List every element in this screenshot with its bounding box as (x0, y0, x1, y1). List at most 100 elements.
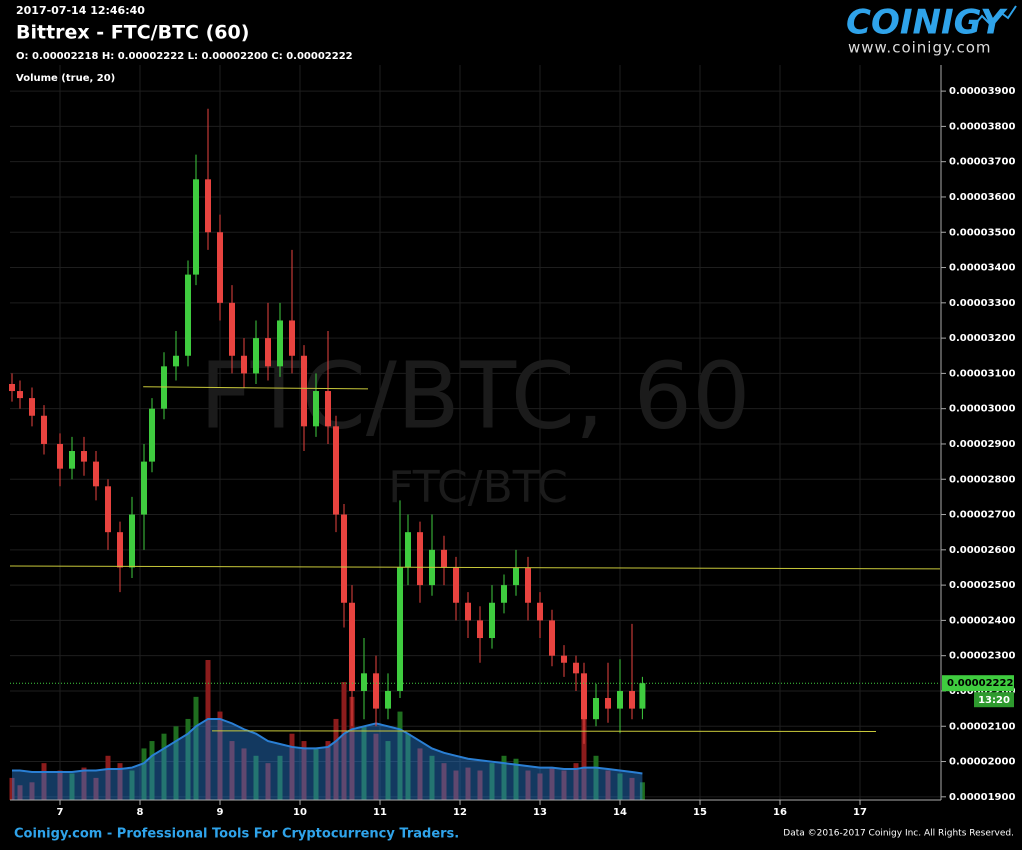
y-tick-label: 0.00003700 (949, 157, 1015, 168)
candle-body (349, 602, 355, 691)
candle-body (301, 355, 307, 427)
candle-body (573, 662, 579, 674)
candle-body (241, 355, 247, 374)
countdown: 13:20 (978, 695, 1010, 706)
volume-bar (629, 777, 635, 800)
y-tick-label: 0.00002300 (949, 651, 1015, 662)
candle-body (453, 567, 459, 603)
volume-bar (253, 755, 259, 800)
watermark-sub: FTC/BTC (388, 462, 568, 513)
candle-body (405, 532, 411, 568)
volume-bar (441, 763, 447, 800)
candle-body (593, 698, 599, 720)
candle-body (277, 320, 283, 367)
volume-bar (341, 682, 347, 800)
candle-body (253, 338, 259, 374)
volume-bar (229, 741, 235, 800)
y-tick-label: 0.00002900 (949, 439, 1015, 450)
volume-bar (325, 741, 331, 800)
volume-bar (373, 733, 379, 800)
candle-body (561, 655, 567, 663)
y-tick-label: 0.00003100 (949, 368, 1015, 379)
x-tick-label: 17 (853, 807, 867, 818)
volume-bar (561, 770, 567, 800)
candle-body (501, 585, 507, 603)
x-tick-label: 11 (373, 807, 387, 818)
volume-bar (605, 770, 611, 800)
candle-body (605, 698, 611, 709)
volume-bar (349, 696, 355, 800)
volume-bar (149, 741, 155, 800)
y-tick-label: 0.00002800 (949, 474, 1015, 485)
y-tick-label: 0.00002500 (949, 580, 1015, 591)
volume-bar (617, 773, 623, 800)
volume-bar (429, 755, 435, 800)
trend-line (143, 386, 369, 390)
volume-bar (301, 741, 307, 800)
y-tick-label: 0.00002000 (949, 757, 1015, 768)
candle-body (9, 383, 15, 392)
candle-body (313, 391, 319, 427)
y-tick-label: 0.00003600 (949, 192, 1015, 203)
volume-bar (29, 782, 35, 800)
trend-line (211, 730, 877, 733)
volume-bar (69, 773, 75, 800)
candle-body (489, 602, 495, 639)
candle-body (465, 602, 471, 621)
volume-bar (639, 782, 645, 800)
volume-bar (593, 755, 599, 800)
volume-bar (361, 726, 367, 800)
x-tick-label: 13 (533, 807, 547, 818)
trend-line (9, 565, 941, 570)
volume-bar (93, 777, 99, 800)
volume-bar (265, 763, 271, 800)
footer-right: Data ©2016-2017 Coinigy Inc. All Rights … (783, 829, 1014, 839)
logo-url: www.coinigy.com (848, 39, 992, 57)
candle-body (29, 398, 35, 416)
candle-body (441, 549, 447, 568)
candle-body (173, 355, 179, 367)
y-tick-label: 0.00002100 (949, 721, 1015, 732)
candle-body (537, 602, 543, 621)
candle-body (129, 514, 135, 568)
volume-bar (537, 773, 543, 800)
y-tick-label: 0.00002200 (949, 686, 1015, 697)
volume-bar (217, 711, 223, 800)
candle-body (149, 408, 155, 462)
x-tick-label: 12 (453, 807, 467, 818)
volume-bar (105, 755, 111, 800)
candle-body (333, 426, 339, 515)
candle-body (549, 620, 555, 656)
candle-body (325, 391, 331, 427)
volume-bar (289, 733, 295, 800)
candle-body (265, 338, 271, 367)
last-price-label: 0.00002222 (947, 678, 1013, 689)
volume-bar (81, 767, 87, 800)
volume-layer (9, 660, 645, 800)
x-tick-label: 10 (293, 807, 307, 818)
y-tick-label: 0.00003800 (949, 121, 1015, 132)
candle-body (141, 461, 147, 515)
volume-bar (277, 755, 283, 800)
volume-bar (173, 726, 179, 800)
watermark: FTC/BTC, 60 (199, 342, 750, 449)
candle-body (81, 451, 87, 462)
candle-body (513, 567, 519, 586)
candle-body (185, 274, 191, 356)
volume-bar (581, 718, 587, 800)
volume-bar (333, 718, 339, 800)
title: Bittrex - FTC/BTC (60) (16, 22, 249, 44)
candle-body (161, 366, 167, 409)
volume-bar (501, 755, 507, 800)
volume-bar (9, 777, 15, 800)
candle-body (341, 514, 347, 603)
countdown-box (974, 692, 1014, 708)
volume-bar (161, 733, 167, 800)
volume-bar (489, 763, 495, 800)
candle-body (385, 690, 391, 709)
x-tick-label: 15 (693, 807, 707, 818)
candle-body (581, 673, 587, 720)
candle-body (289, 320, 295, 356)
volume-bar (313, 748, 319, 800)
